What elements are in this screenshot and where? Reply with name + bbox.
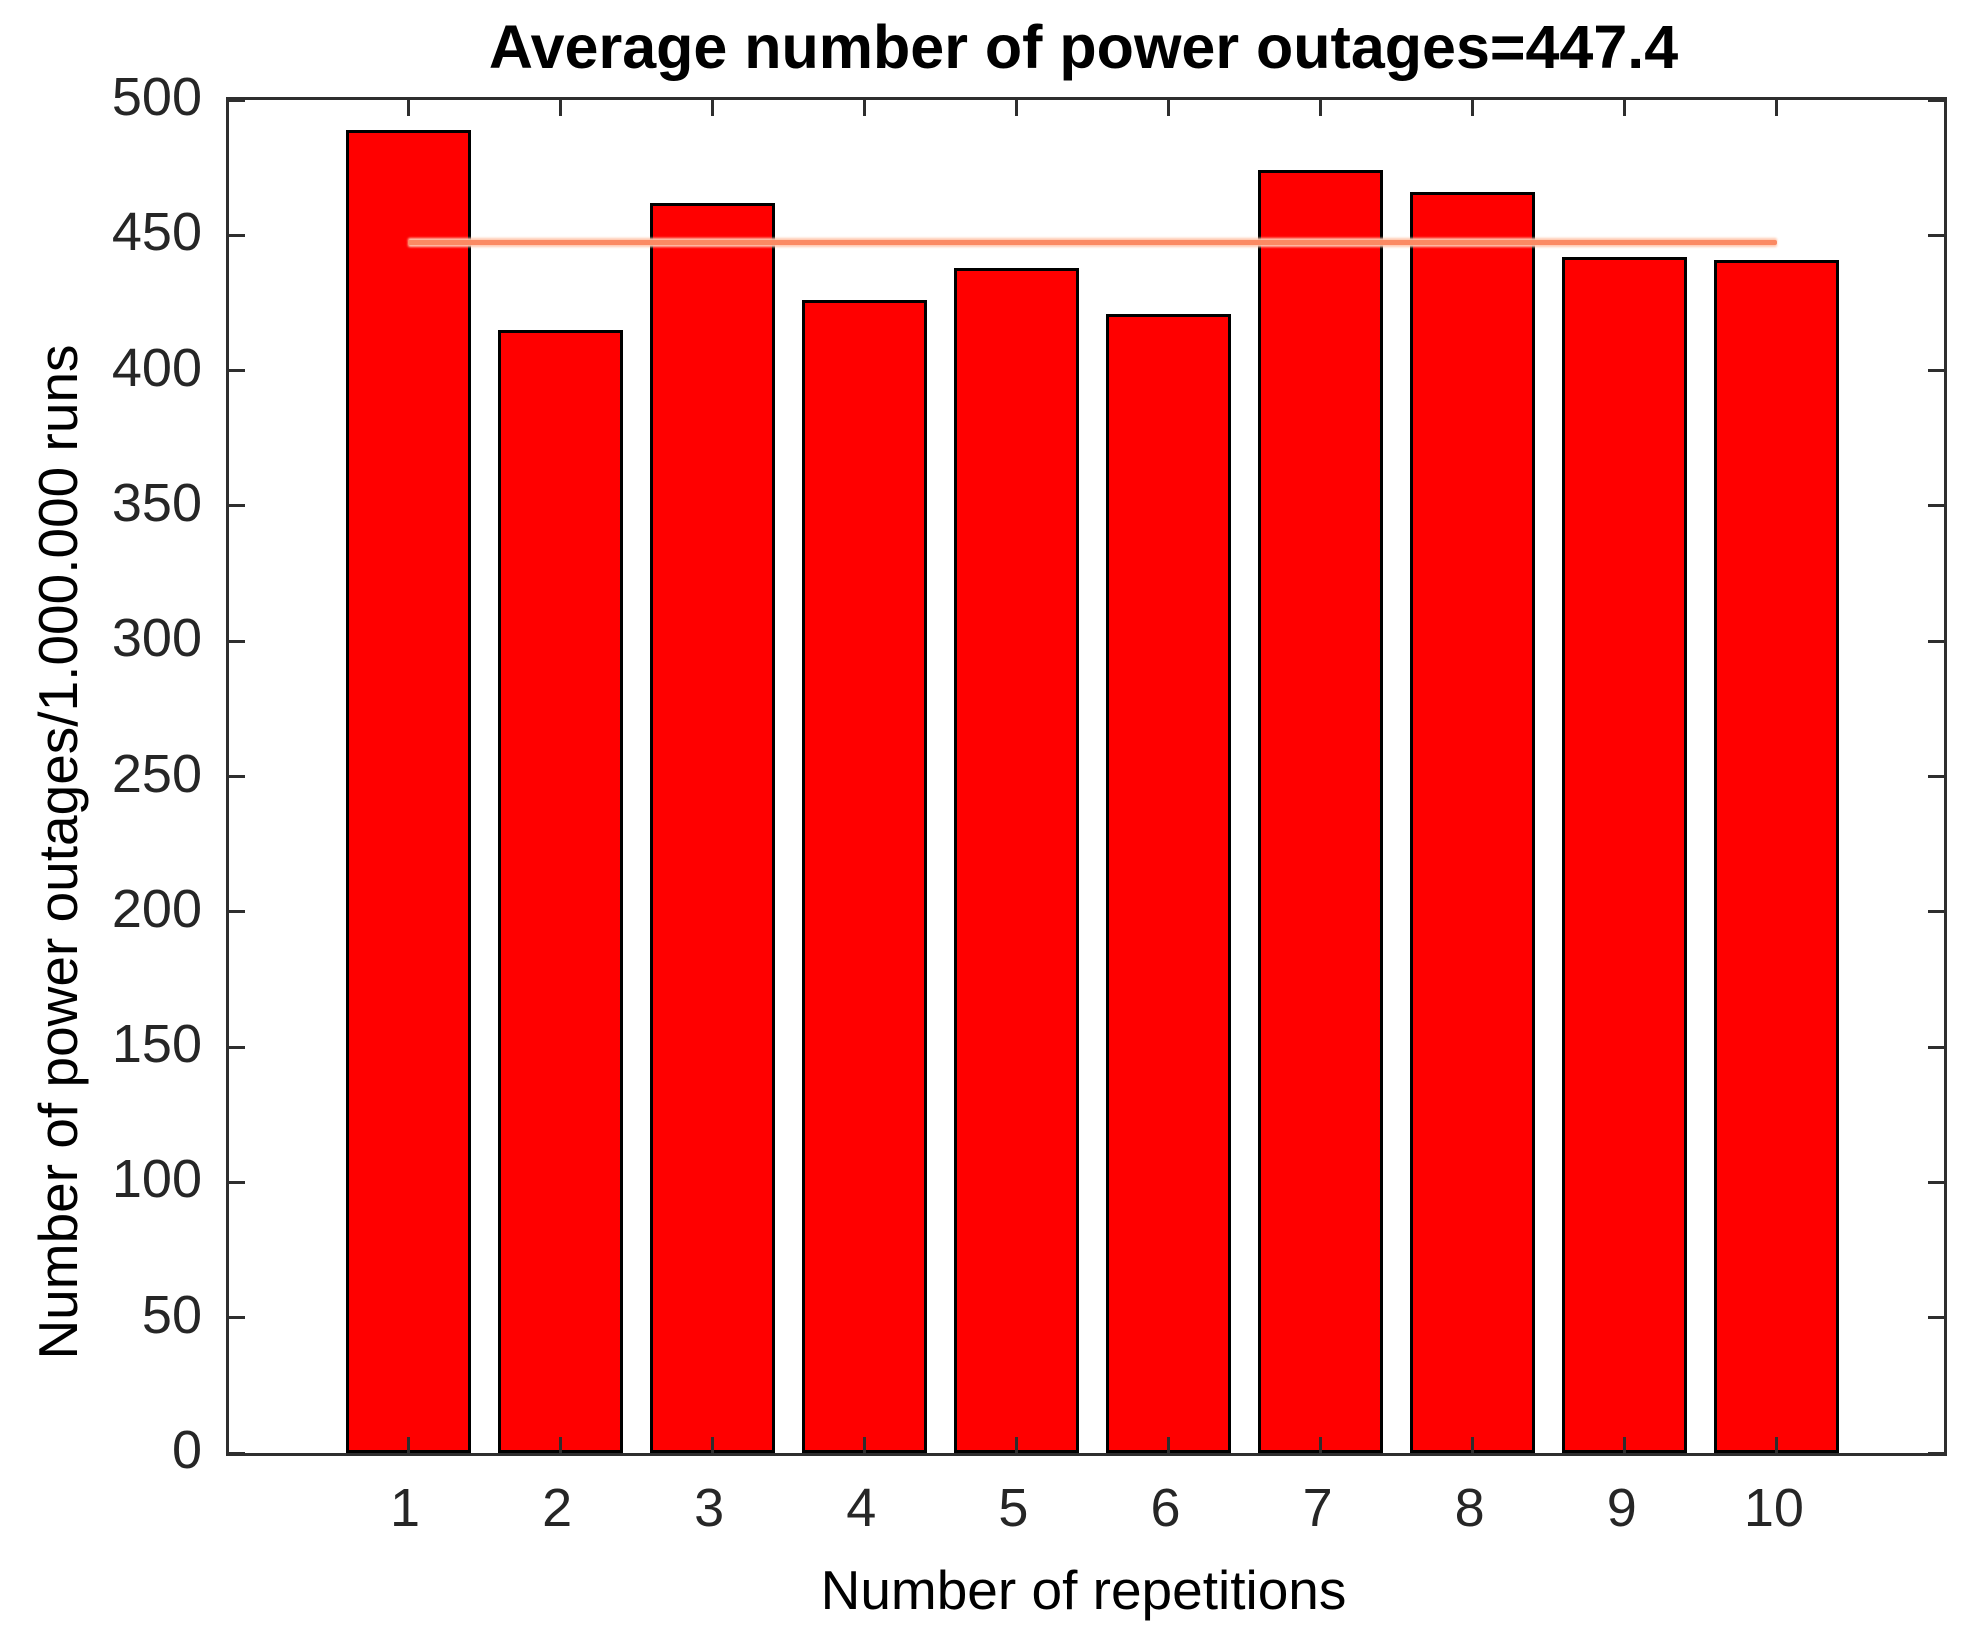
bar-repetition-4 — [801, 300, 927, 1453]
x-tick-label-7: 7 — [1302, 1478, 1333, 1538]
bar-repetition-10 — [1714, 259, 1840, 1453]
x-tick-bottom-10 — [1775, 1437, 1779, 1453]
x-tick-bottom-8 — [1471, 1437, 1475, 1453]
x-tick-bottom-6 — [1167, 1437, 1170, 1453]
y-tick-left-150 — [229, 1045, 245, 1049]
mean-value-line — [408, 239, 1777, 245]
x-tick-label-6: 6 — [1150, 1478, 1181, 1538]
bar-repetition-5 — [953, 267, 1079, 1453]
y-tick-label-500: 500 — [111, 67, 202, 127]
y-tick-left-200 — [229, 910, 245, 914]
y-tick-left-250 — [229, 775, 245, 778]
bar-repetition-8 — [1410, 192, 1536, 1453]
y-tick-label-400: 400 — [111, 337, 202, 398]
x-axis-label: Number of repetitions — [820, 1559, 1347, 1621]
y-tick-label-100: 100 — [111, 1149, 202, 1210]
y-tick-right-450 — [1928, 233, 1944, 237]
y-tick-left-0 — [229, 1451, 245, 1455]
x-tick-bottom-4 — [862, 1437, 866, 1453]
y-tick-left-450 — [229, 233, 245, 237]
chart-title: Average number of power outages=447.4 — [488, 13, 1679, 81]
x-tick-label-8: 8 — [1454, 1478, 1485, 1538]
y-tick-right-50 — [1928, 1316, 1944, 1320]
y-tick-left-100 — [229, 1180, 245, 1184]
x-tick-top-6 — [1167, 100, 1170, 116]
x-tick-top-2 — [558, 100, 562, 116]
x-tick-top-5 — [1014, 100, 1018, 116]
x-tick-label-9: 9 — [1606, 1478, 1637, 1538]
y-tick-right-250 — [1928, 775, 1944, 778]
y-tick-right-200 — [1928, 910, 1944, 914]
x-tick-bottom-7 — [1319, 1437, 1323, 1453]
y-tick-right-0 — [1928, 1451, 1944, 1455]
y-tick-label-450: 450 — [111, 202, 202, 263]
y-tick-left-400 — [229, 369, 245, 373]
plot-area — [226, 97, 1947, 1456]
y-tick-label-350: 350 — [111, 472, 202, 533]
y-tick-right-100 — [1928, 1180, 1944, 1184]
y-tick-left-300 — [229, 639, 245, 643]
bar-repetition-6 — [1106, 313, 1231, 1453]
x-tick-bottom-9 — [1623, 1437, 1627, 1453]
x-tick-label-2: 2 — [542, 1478, 573, 1538]
x-tick-top-8 — [1471, 100, 1475, 116]
bar-repetition-7 — [1258, 170, 1384, 1453]
x-tick-top-1 — [406, 100, 410, 116]
y-tick-label-150: 150 — [111, 1014, 202, 1075]
y-tick-left-350 — [229, 504, 245, 508]
x-tick-label-4: 4 — [846, 1478, 877, 1538]
x-tick-label-1: 1 — [389, 1478, 421, 1538]
bar-repetition-3 — [649, 202, 775, 1453]
x-tick-label-10: 10 — [1743, 1478, 1804, 1538]
x-tick-top-4 — [862, 100, 866, 116]
x-tick-label-5: 5 — [998, 1478, 1029, 1538]
y-tick-label-200: 200 — [111, 878, 202, 939]
bar-repetition-2 — [497, 330, 623, 1453]
bar-repetition-9 — [1562, 256, 1688, 1453]
x-tick-bottom-2 — [558, 1437, 562, 1453]
x-tick-bottom-1 — [406, 1437, 410, 1453]
bar-repetition-1 — [345, 129, 471, 1453]
x-tick-top-3 — [710, 100, 714, 116]
y-tick-right-150 — [1928, 1045, 1944, 1049]
y-tick-label-250: 250 — [111, 743, 202, 804]
y-tick-left-50 — [229, 1316, 245, 1320]
x-tick-label-3: 3 — [694, 1478, 725, 1538]
x-tick-top-10 — [1775, 100, 1779, 116]
y-tick-label-50: 50 — [141, 1284, 202, 1345]
y-tick-label-300: 300 — [111, 608, 202, 669]
y-tick-right-400 — [1928, 369, 1944, 373]
y-tick-right-300 — [1928, 639, 1944, 643]
x-tick-top-9 — [1623, 100, 1627, 116]
y-tick-left-500 — [229, 98, 245, 102]
x-tick-bottom-5 — [1014, 1437, 1018, 1453]
y-tick-label-0: 0 — [171, 1420, 202, 1480]
y-tick-right-500 — [1928, 98, 1944, 102]
x-tick-top-7 — [1319, 100, 1323, 116]
x-tick-bottom-3 — [710, 1437, 714, 1453]
y-tick-right-350 — [1928, 504, 1944, 508]
